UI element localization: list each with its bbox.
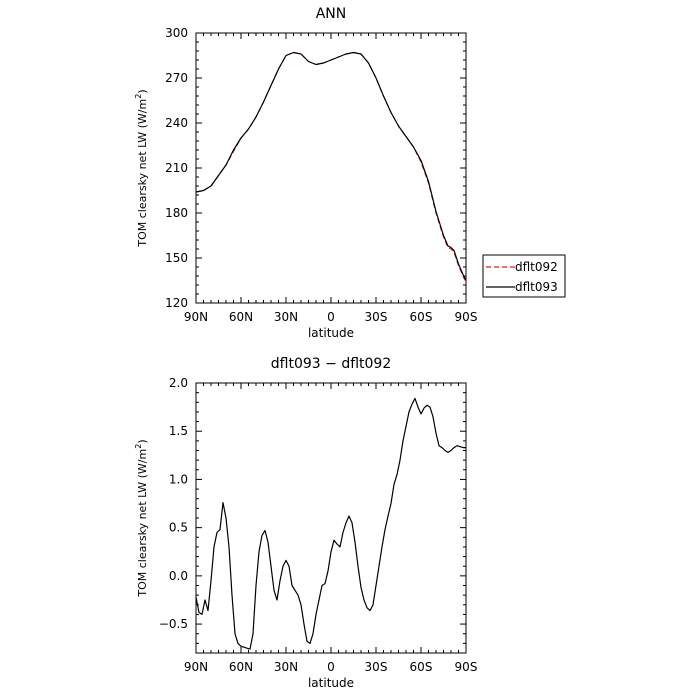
legend-label: dflt092 [515,260,558,274]
x-tick-label: 30N [274,660,298,674]
legend-label: dflt093 [515,280,558,294]
chart-title: dflt093 − dflt092 [271,356,391,372]
chart-panel-2: dflt093 − dflt092 90N 60N 30N 0 30S 60S 90S −0.5… [134,356,477,690]
y-tick-label: 1.5 [169,424,188,438]
y-axis-label-end: ) [136,89,149,93]
y-axis-label-sup: 2 [134,94,143,99]
x-tick-label: 90N [184,310,208,324]
y-tick-label: 2.0 [169,376,188,390]
y-tick-label: 0.5 [169,521,188,535]
y-tick-label: 120 [165,296,188,310]
y-axis-label: TOM clearsky net LW (W/m2) [134,89,149,247]
y-tick-label: 270 [165,71,188,85]
chart-legend: dflt092 dflt093 [482,254,566,298]
y-tick-label: 180 [165,206,188,220]
y-tick-label: 300 [165,26,188,40]
x-tick-label: 30S [365,310,388,324]
series-line-2 [195,51,467,281]
y-axis-label-sup: 2 [134,444,143,449]
y-axis-label-end: ) [136,439,149,443]
y-tick-label: −0.5 [159,617,188,631]
x-tick-label: 60S [410,660,433,674]
y-axis-label-main: TOM clearsky net LW (W/m [136,99,149,248]
chart-panel-1: ANN 90N 60N 30N 0 30S 60S 90S 120 150 180 210 240 270… [134,6,566,340]
y-tick-label: 0.0 [169,569,188,583]
x-tick-label: 90S [455,310,478,324]
chart-title: ANN [316,6,347,22]
x-axis-label: latitude [308,326,354,340]
plot-frame [195,382,467,654]
y-tick-label: 210 [165,161,188,175]
x-tick-label: 30N [274,310,298,324]
x-tick-label: 90S [455,660,478,674]
x-axis-label: latitude [308,676,354,690]
x-tick-label: 30S [365,660,388,674]
y-axis-label: TOM clearsky net LW (W/m2) [134,439,149,597]
x-tick-label: 0 [327,310,335,324]
x-tick-label: 90N [184,660,208,674]
y-tick-label: 1.0 [169,472,188,486]
plot-frame [195,32,467,304]
series-line-1 [195,51,467,283]
legend-box [482,254,566,298]
y-tick-label: 240 [165,116,188,130]
x-tick-label: 0 [327,660,335,674]
x-tick-label: 60S [410,310,433,324]
x-tick-label: 60N [229,660,253,674]
y-axis-label-main: TOM clearsky net LW (W/m [136,449,149,598]
series-line-1 [195,397,466,650]
y-tick-label: 150 [165,251,188,265]
x-tick-label: 60N [229,310,253,324]
